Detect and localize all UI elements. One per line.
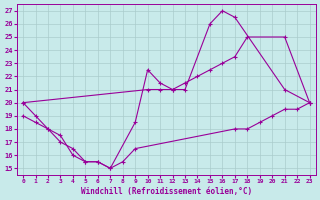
X-axis label: Windchill (Refroidissement éolien,°C): Windchill (Refroidissement éolien,°C): [81, 187, 252, 196]
